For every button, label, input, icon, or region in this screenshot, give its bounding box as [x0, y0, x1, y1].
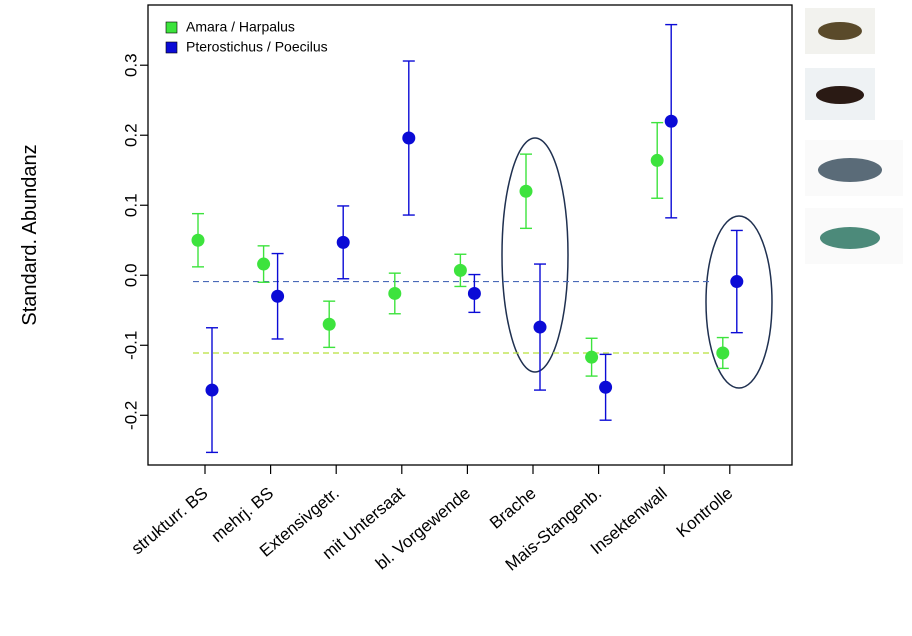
y-tick-label: -0.1 [121, 331, 140, 360]
beetle [816, 86, 864, 104]
point [336, 235, 350, 249]
point [322, 317, 336, 331]
point [402, 131, 416, 145]
point [467, 286, 481, 300]
y-tick-label: 0.1 [121, 193, 140, 217]
y-tick-label: 0.3 [121, 53, 140, 77]
point [716, 346, 730, 360]
legend-swatch [165, 41, 178, 54]
y-tick-label: 0.2 [121, 123, 140, 147]
point [257, 257, 271, 271]
beetle [820, 227, 880, 249]
y-tick-label: -0.2 [121, 401, 140, 430]
legend-label: Pterostichus / Poecilus [186, 39, 328, 55]
highlight-ellipse [705, 215, 773, 389]
legend-swatch [165, 21, 178, 34]
legend-label: Amara / Harpalus [186, 19, 295, 35]
x-tick-label: Kontrolle [673, 484, 737, 542]
point [650, 153, 664, 167]
point [191, 233, 205, 247]
point [205, 383, 219, 397]
beetle [818, 22, 862, 40]
point [533, 320, 547, 334]
y-axis-label: Standard. Abundanz [19, 144, 41, 325]
beetle-images [805, 8, 903, 264]
point [585, 350, 599, 364]
plot-frame [147, 4, 793, 466]
point [599, 380, 613, 394]
point [519, 184, 533, 198]
point [271, 289, 285, 303]
point [388, 286, 402, 300]
highlight-ellipse [501, 137, 569, 373]
x-tick-label: strukturr. BS [128, 484, 212, 559]
point [664, 114, 678, 128]
beetle [818, 158, 882, 182]
y-tick-label: 0.0 [121, 263, 140, 287]
point [453, 263, 467, 277]
point [730, 275, 744, 289]
x-tick-label: Brache [486, 484, 539, 533]
